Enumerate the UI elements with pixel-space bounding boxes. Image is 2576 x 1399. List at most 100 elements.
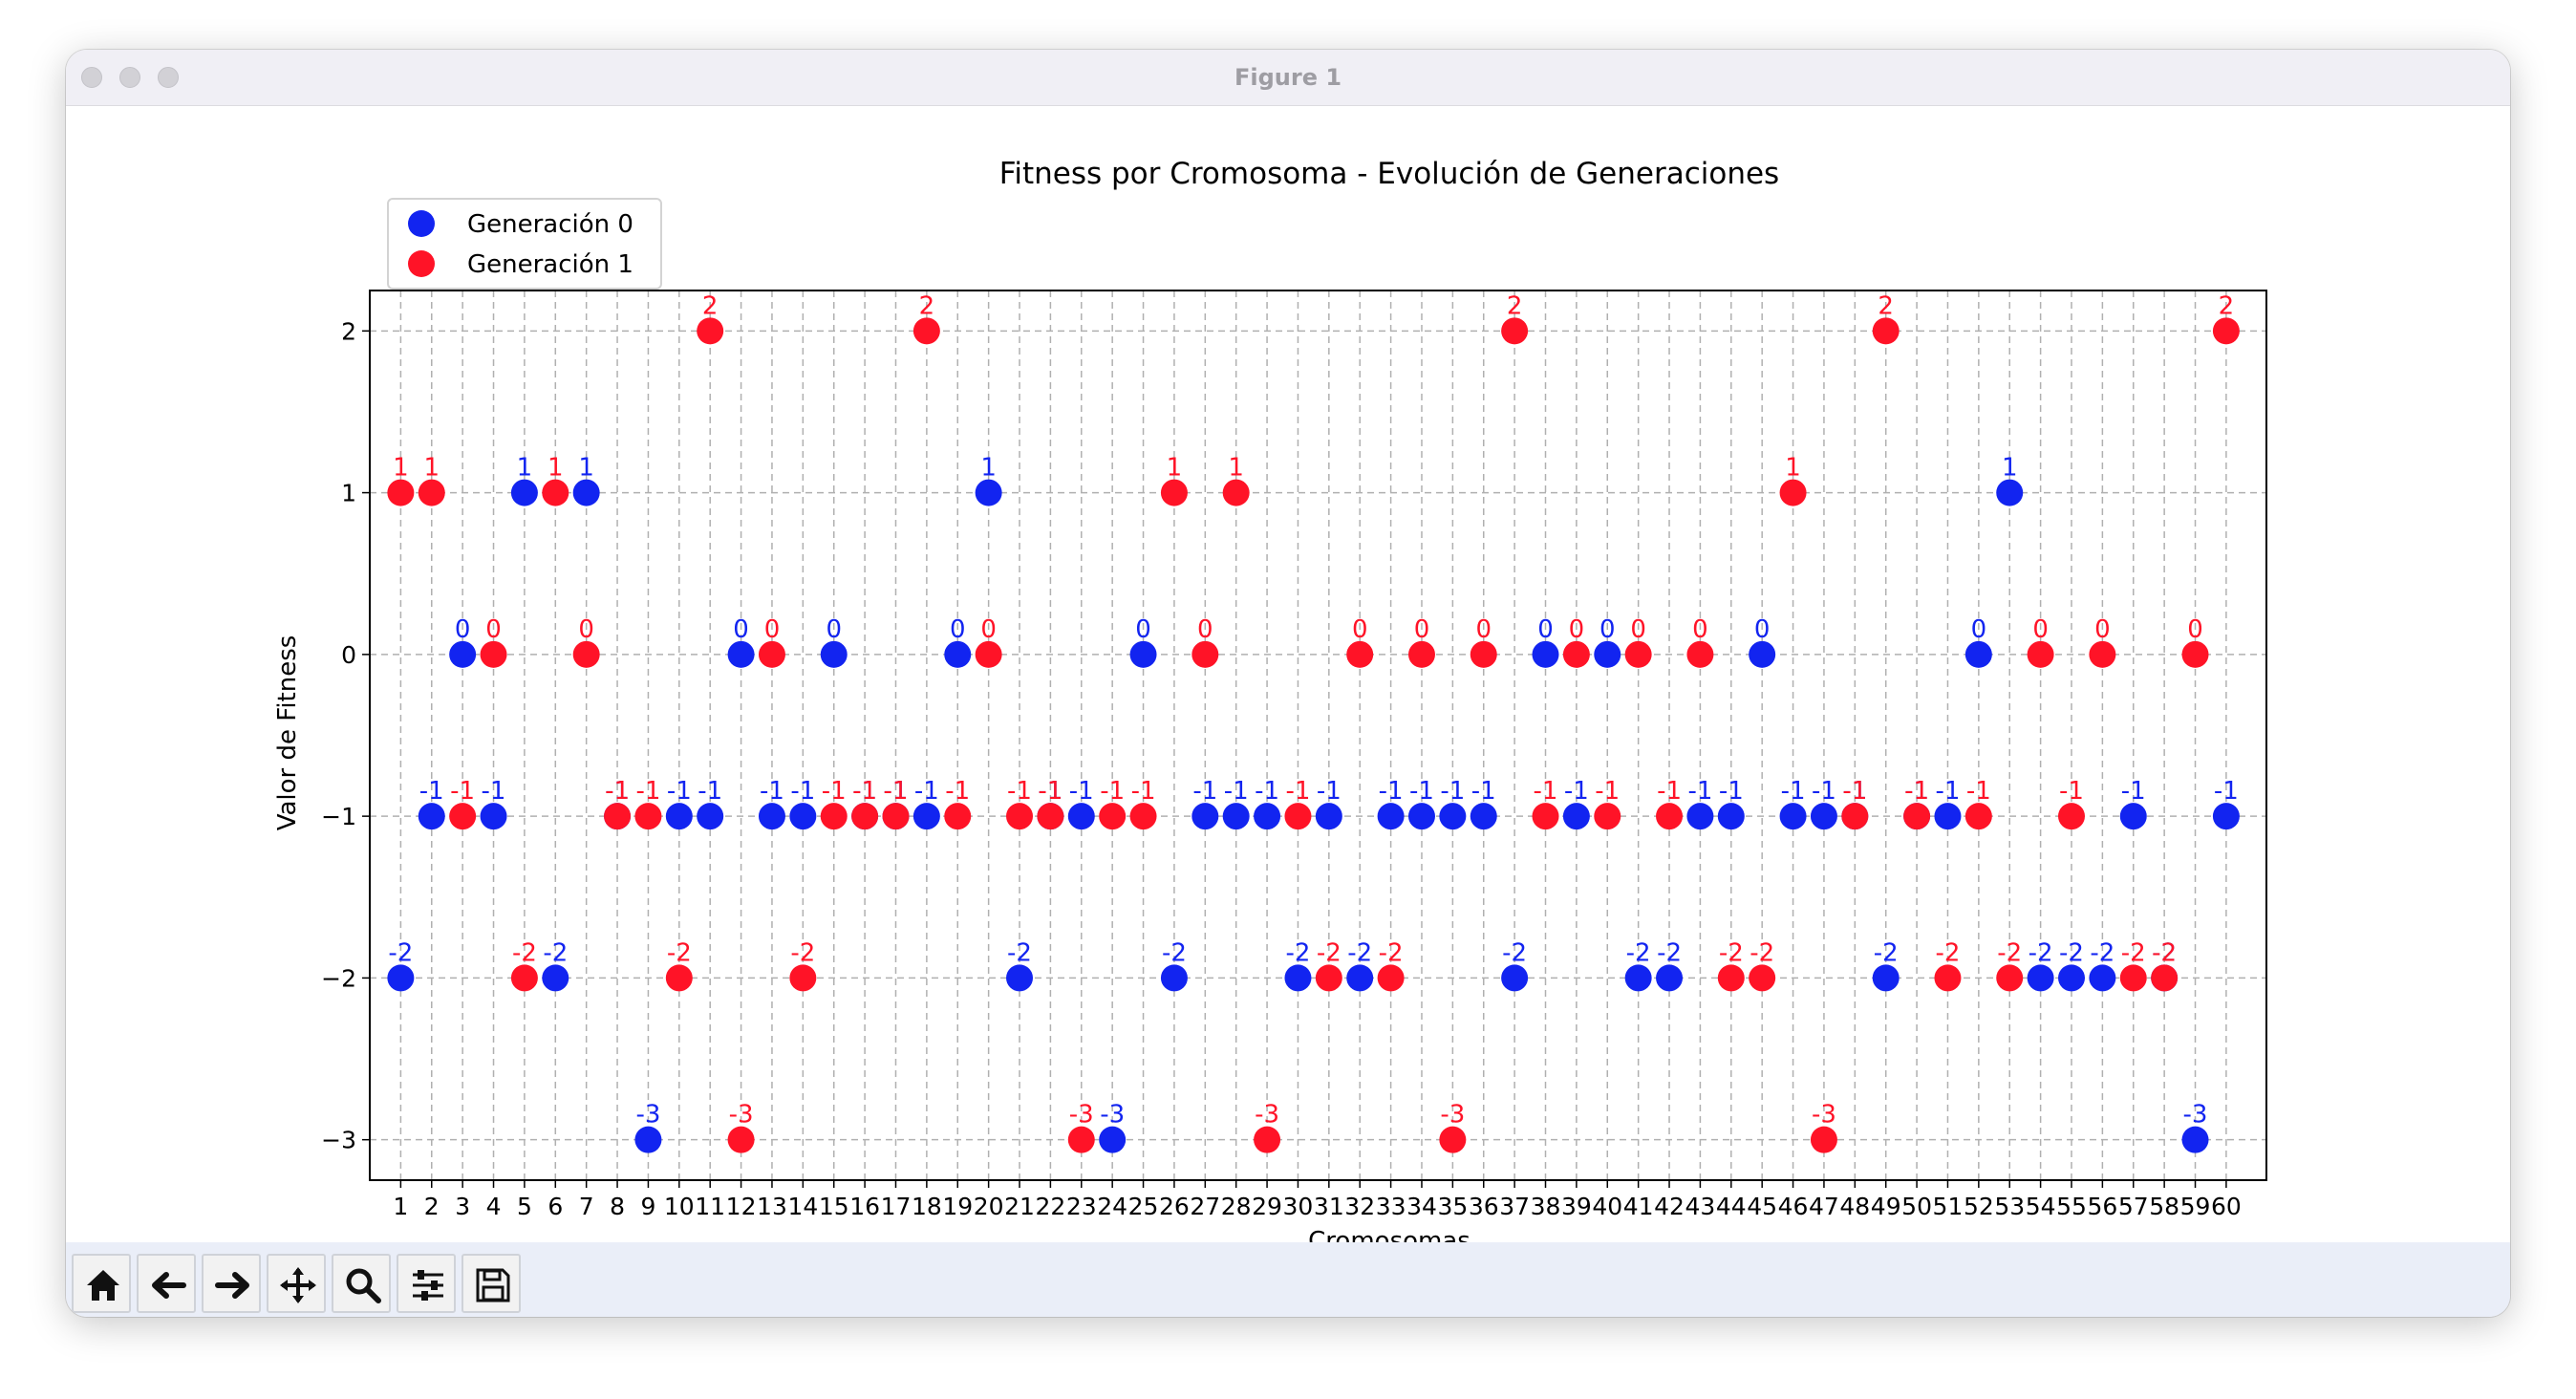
data-label: -2 <box>1317 938 1342 967</box>
data-point <box>1656 964 1684 992</box>
x-tick-label: 40 <box>1592 1193 1622 1220</box>
data-label: -2 <box>2090 938 2114 967</box>
data-label: 0 <box>2032 615 2049 644</box>
data-point <box>727 640 755 668</box>
x-tick-label: 56 <box>2087 1193 2117 1220</box>
data-point <box>1501 964 1529 992</box>
data-point <box>1006 964 1034 992</box>
home-button[interactable] <box>72 1254 131 1313</box>
data-label: 1 <box>393 454 409 483</box>
data-label: -2 <box>1997 938 2022 967</box>
data-point <box>1067 803 1095 830</box>
data-label: -1 <box>605 777 630 806</box>
data-label: 1 <box>547 454 564 483</box>
x-tick-label: 51 <box>1933 1193 1964 1220</box>
data-point <box>1254 803 1281 830</box>
legend: Generación 0 Generación 1 <box>387 198 662 290</box>
data-point <box>1903 803 1931 830</box>
x-tick-label: 35 <box>1437 1193 1468 1220</box>
zoom-button[interactable] <box>332 1254 391 1313</box>
data-label: -1 <box>790 777 815 806</box>
x-tick-label: 29 <box>1252 1193 1282 1220</box>
data-point <box>1191 803 1219 830</box>
data-label: -2 <box>1007 938 1032 967</box>
data-point <box>1562 803 1590 830</box>
data-label: -2 <box>1379 938 1404 967</box>
configure-subplots-button[interactable] <box>397 1254 456 1313</box>
data-point <box>2057 803 2085 830</box>
data-point <box>1964 640 1992 668</box>
data-point <box>975 479 1002 506</box>
data-label: -2 <box>1935 938 1960 967</box>
data-point <box>572 640 600 668</box>
data-point <box>1996 479 2024 506</box>
data-label: -3 <box>2183 1101 2208 1130</box>
home-icon <box>87 1270 119 1301</box>
data-label: -2 <box>388 938 413 967</box>
data-label: 1 <box>2002 454 2018 483</box>
save-button[interactable] <box>462 1254 521 1313</box>
legend-box <box>387 198 662 290</box>
data-label: -3 <box>1100 1101 1125 1130</box>
data-point <box>1934 964 1962 992</box>
x-tick-label: 19 <box>942 1193 973 1220</box>
minimize-window-button[interactable] <box>119 67 140 88</box>
back-button[interactable] <box>137 1254 196 1313</box>
scatter-chart: -2-10-11-21-1-3-1 -10-1 -10-1 -1 -101-2-1 -1-… <box>273 157 2267 1256</box>
x-tick-label: 5 <box>517 1193 532 1220</box>
data-point <box>1099 803 1127 830</box>
data-label: -1 <box>2059 777 2084 806</box>
x-tick-label: 7 <box>579 1193 594 1220</box>
data-label: -2 <box>543 938 568 967</box>
data-label: 0 <box>1569 615 1585 644</box>
data-point <box>665 964 693 992</box>
x-tick-label: 10 <box>664 1193 695 1220</box>
data-label: -1 <box>1038 777 1063 806</box>
data-point <box>542 964 569 992</box>
data-label: -1 <box>1842 777 1867 806</box>
data-point <box>510 479 538 506</box>
data-label: 0 <box>1475 615 1492 644</box>
data-label: 1 <box>1228 454 1244 483</box>
data-markers: -2-10-11-21-1-3-1 -10-1 -10-1 -1 -101-2-1 -1-… <box>387 291 2240 1153</box>
data-label: 0 <box>1135 615 1151 644</box>
data-label: -2 <box>1626 938 1651 967</box>
data-label: -2 <box>1502 938 1527 967</box>
pan-button[interactable] <box>267 1254 326 1313</box>
data-point <box>944 803 972 830</box>
data-point <box>1160 479 1188 506</box>
data-label: -1 <box>1687 777 1712 806</box>
data-point <box>387 479 415 506</box>
x-tick-label: 31 <box>1314 1193 1344 1220</box>
data-label: -3 <box>1440 1101 1465 1130</box>
data-label: -2 <box>1750 938 1774 967</box>
data-label: -1 <box>822 777 847 806</box>
zoom-window-button[interactable] <box>158 67 179 88</box>
data-point <box>1439 1126 1467 1153</box>
data-label: 0 <box>1692 615 1708 644</box>
data-label: -1 <box>450 777 475 806</box>
x-tick-label: 58 <box>2149 1193 2179 1220</box>
data-point <box>1315 803 1342 830</box>
data-point <box>697 317 724 345</box>
x-tick-label: 42 <box>1654 1193 1685 1220</box>
x-tick-label: 6 <box>547 1193 563 1220</box>
series-generacion-1: 1 1-10-210-1 -1-22-30-2-1 -1 -12-10-1 -1-3-1-… <box>387 291 2240 1153</box>
y-tick-label: −1 <box>321 803 356 830</box>
data-point <box>418 803 445 830</box>
data-point <box>418 479 445 506</box>
data-label: 0 <box>2094 615 2111 644</box>
data-point <box>1346 640 1374 668</box>
forward-button[interactable] <box>202 1254 261 1313</box>
figure-window: Figure 1 -2 -1 0 -1 1 -2 1 -1 -3 -1 -1 0 -1 -1 0 -1 -1 -1… <box>66 50 2510 1317</box>
figure-canvas[interactable]: -2 -1 0 -1 1 -2 1 -1 -3 -1 -1 0 -1 -1 0 -1 -1 -1 0 1 -2 -1 -1-… <box>66 105 2510 1256</box>
data-point <box>1160 964 1188 992</box>
data-point <box>975 640 1002 668</box>
x-tick-label: 24 <box>1097 1193 1127 1220</box>
x-tick-label: 44 <box>1716 1193 1747 1220</box>
data-label: 0 <box>733 615 749 644</box>
data-point <box>1315 964 1342 992</box>
data-point <box>820 803 848 830</box>
magnifier-icon <box>346 1268 381 1303</box>
close-window-button[interactable] <box>81 67 102 88</box>
